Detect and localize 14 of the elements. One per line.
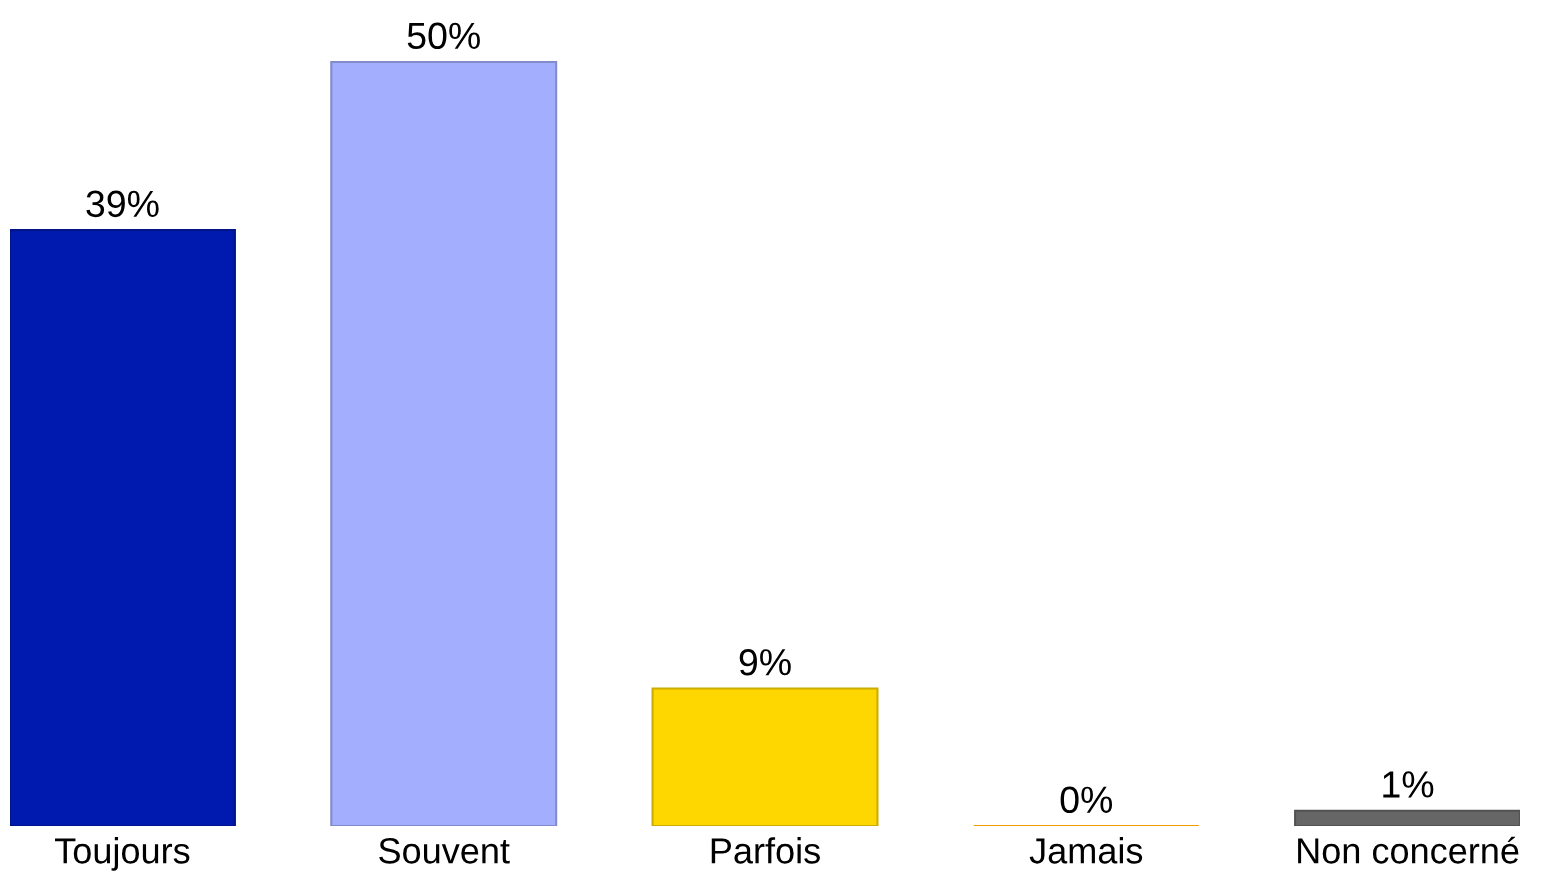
data-label: 0% (1060, 786, 1113, 814)
data-label: 1% (1383, 771, 1434, 798)
bar (330, 60, 558, 826)
bar (1294, 809, 1520, 826)
data-label: 39% (86, 190, 159, 218)
x-tick-label: Jamais (1029, 837, 1143, 864)
bar (651, 687, 879, 826)
bar (10, 229, 236, 826)
x-tick-label: Souvent (379, 838, 510, 864)
x-tick-label: Toujours (55, 837, 190, 871)
x-tick-label: Parfois (711, 837, 820, 864)
data-label: 50% (407, 22, 480, 50)
x-tick-label: Non concerné (1298, 836, 1519, 864)
data-label: 9% (739, 648, 791, 676)
